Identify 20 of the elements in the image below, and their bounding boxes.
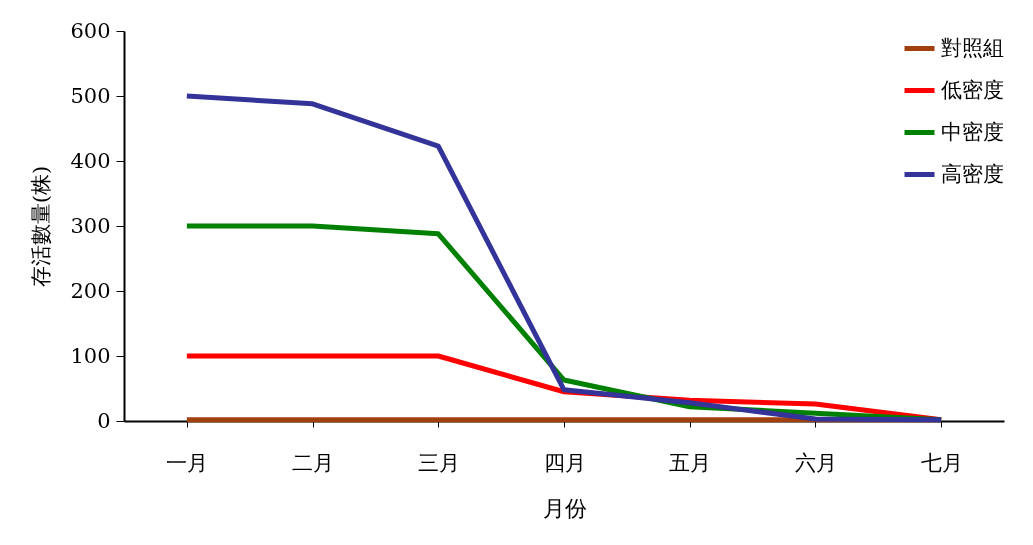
y-tick-label: 100: [70, 343, 111, 368]
legend-label: 對照組: [941, 35, 1004, 60]
y-tick-label: 600: [70, 18, 111, 43]
y-tick-label: 200: [70, 278, 111, 303]
legend-label: 中密度: [941, 119, 1004, 144]
x-tick-label: 四月: [543, 450, 586, 475]
y-axis-title: 存活數量(株): [29, 165, 54, 288]
legend-label: 高密度: [941, 161, 1004, 186]
y-tick-label: 400: [70, 148, 111, 173]
x-tick-label: 二月: [292, 450, 335, 475]
x-axis-title: 月份: [542, 495, 587, 521]
x-tick-label: 五月: [669, 450, 712, 475]
y-tick-label: 300: [70, 213, 111, 238]
x-tick-label: 六月: [794, 450, 837, 475]
x-tick-label: 七月: [920, 450, 963, 475]
legend-label: 低密度: [941, 77, 1004, 102]
x-tick-label: 三月: [417, 450, 460, 475]
y-tick-label: 500: [70, 83, 111, 108]
x-tick-label: 一月: [166, 450, 209, 475]
y-tick-label: 0: [97, 408, 111, 433]
